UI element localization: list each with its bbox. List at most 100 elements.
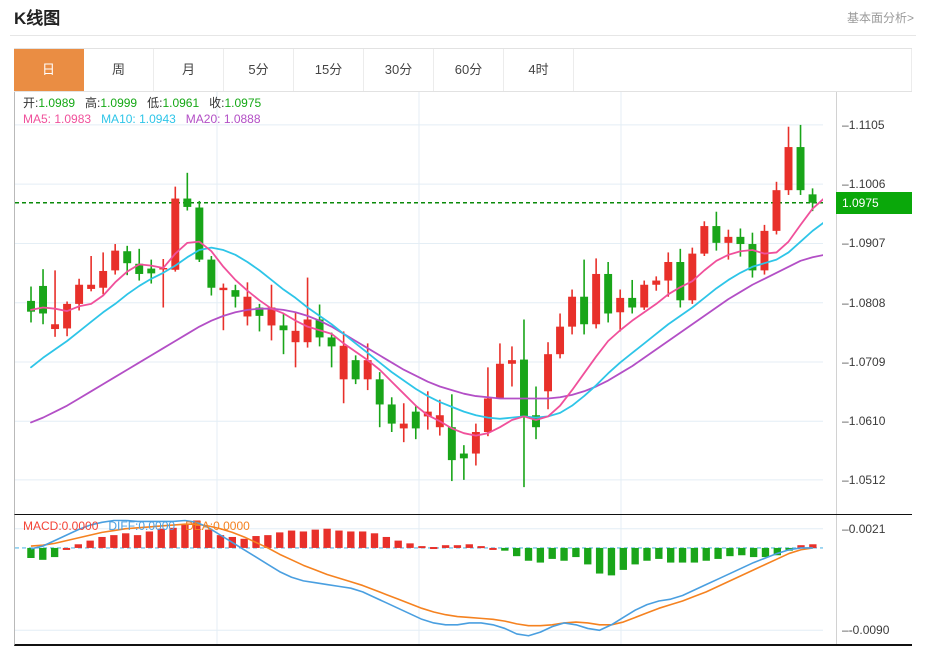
macd-bar bbox=[39, 547, 47, 560]
page-title: K线图 bbox=[14, 9, 61, 28]
candle bbox=[568, 289, 577, 335]
macd-bar bbox=[370, 533, 379, 548]
macd-bar bbox=[311, 529, 319, 548]
macd-bar bbox=[477, 546, 485, 549]
macd-plot[interactable] bbox=[15, 515, 823, 644]
candle bbox=[592, 258, 601, 329]
candle bbox=[532, 386, 540, 440]
macd-bar bbox=[74, 544, 82, 548]
candle bbox=[604, 261, 613, 323]
candle bbox=[411, 405, 420, 440]
macd-bar bbox=[323, 528, 331, 548]
tab-6[interactable]: 60分 bbox=[434, 49, 504, 91]
macd-bar bbox=[133, 535, 142, 548]
ma5-label: MA5: bbox=[23, 112, 52, 126]
macd-bar bbox=[110, 535, 118, 548]
macd-bar bbox=[631, 547, 639, 565]
candle bbox=[231, 284, 240, 308]
candle bbox=[784, 126, 793, 195]
macd-bar bbox=[607, 547, 616, 576]
candle bbox=[351, 355, 360, 385]
ma20-label: MA20: bbox=[185, 112, 221, 126]
price-tick: –1.0610 bbox=[842, 414, 886, 429]
macd-bar bbox=[572, 547, 580, 558]
macd-bar bbox=[548, 547, 556, 559]
fundamental-analysis-link[interactable]: 基本面分析> bbox=[846, 11, 914, 25]
macd-bar bbox=[430, 547, 438, 550]
period-tab-bar[interactable]: 日周月 5分 15分 30分 60分 4时 bbox=[14, 48, 912, 92]
macd-bar bbox=[690, 547, 699, 563]
macd-bar bbox=[216, 535, 225, 548]
tab-5[interactable]: 30分 bbox=[364, 49, 434, 91]
candle bbox=[399, 403, 408, 443]
candle bbox=[315, 304, 324, 347]
candlestick-plot[interactable] bbox=[15, 92, 823, 514]
macd-bar bbox=[809, 544, 817, 548]
current-price-badge: 1.0975 bbox=[836, 191, 912, 214]
candle bbox=[207, 256, 216, 296]
tab-2[interactable]: 月 bbox=[154, 49, 224, 91]
macd-bar bbox=[584, 547, 592, 565]
candle bbox=[483, 367, 492, 437]
candle bbox=[507, 346, 516, 387]
ma5-line bbox=[30, 198, 823, 437]
candle bbox=[616, 289, 625, 332]
ma5-value: 1.0983 bbox=[54, 112, 92, 126]
macd-bar bbox=[86, 540, 94, 548]
chart-area: 开:1.0989 高:1.0999 低:1.0961 收:1.0975 MA5: 1.… bbox=[14, 92, 912, 646]
tab-0[interactable]: 日 bbox=[14, 49, 84, 91]
macd-tick: –0.0021 bbox=[842, 521, 886, 536]
macd-bar bbox=[181, 524, 189, 548]
macd-bar bbox=[761, 547, 770, 558]
candle bbox=[772, 181, 781, 235]
axis-divider bbox=[836, 92, 837, 646]
ma10-label: MA10: bbox=[101, 112, 136, 126]
candle bbox=[267, 284, 276, 341]
tab-4[interactable]: 15分 bbox=[294, 49, 364, 91]
price-tick: –1.0907 bbox=[842, 236, 886, 251]
macd-bar bbox=[382, 536, 391, 548]
price-panel[interactable]: 开:1.0989 高:1.0999 低:1.0961 收:1.0975 MA5: 1.… bbox=[14, 92, 912, 515]
macd-bar bbox=[406, 543, 414, 548]
candle bbox=[628, 279, 637, 314]
candle bbox=[195, 200, 204, 262]
candle bbox=[664, 252, 673, 297]
macd-bar bbox=[702, 547, 710, 561]
price-tick: –1.0709 bbox=[842, 354, 886, 369]
macd-bar bbox=[441, 545, 450, 548]
candle bbox=[171, 186, 180, 272]
header-divider bbox=[10, 35, 916, 36]
candle bbox=[435, 399, 444, 436]
macd-bar bbox=[169, 527, 177, 548]
candle bbox=[760, 224, 769, 275]
ma20-line bbox=[30, 254, 823, 424]
candle bbox=[556, 313, 565, 359]
candle bbox=[652, 276, 661, 291]
macd-bar bbox=[714, 547, 722, 559]
candle bbox=[327, 332, 336, 368]
diff-line bbox=[30, 519, 813, 637]
macd-bar bbox=[145, 531, 154, 548]
macd-bar bbox=[347, 531, 355, 548]
candle bbox=[471, 423, 480, 466]
macd-bar bbox=[264, 535, 272, 548]
macd-bar bbox=[667, 547, 675, 563]
candle bbox=[700, 221, 709, 257]
price-tick: –1.1006 bbox=[842, 177, 886, 192]
tab-7[interactable]: 4时 bbox=[504, 49, 574, 91]
candle bbox=[796, 124, 805, 195]
tab-1[interactable]: 周 bbox=[84, 49, 154, 91]
macd-bar bbox=[193, 520, 201, 548]
candle bbox=[159, 259, 168, 308]
candle bbox=[808, 188, 817, 212]
dea-line bbox=[30, 523, 813, 627]
macd-bar bbox=[501, 547, 509, 551]
macd-bar bbox=[726, 547, 734, 557]
ma-legend: MA5: 1.0983 MA10: 1.0943 MA20: 1.0888 bbox=[23, 112, 261, 126]
macd-bar bbox=[62, 547, 71, 550]
ma20-value: 1.0888 bbox=[223, 112, 261, 126]
tab-3[interactable]: 5分 bbox=[224, 49, 294, 91]
macd-panel[interactable]: MACD:0.0000 DIFF:0.0000 DEA:0.0000 bbox=[14, 515, 912, 646]
price-tick: –1.0808 bbox=[842, 295, 886, 310]
macd-bar bbox=[678, 547, 687, 563]
